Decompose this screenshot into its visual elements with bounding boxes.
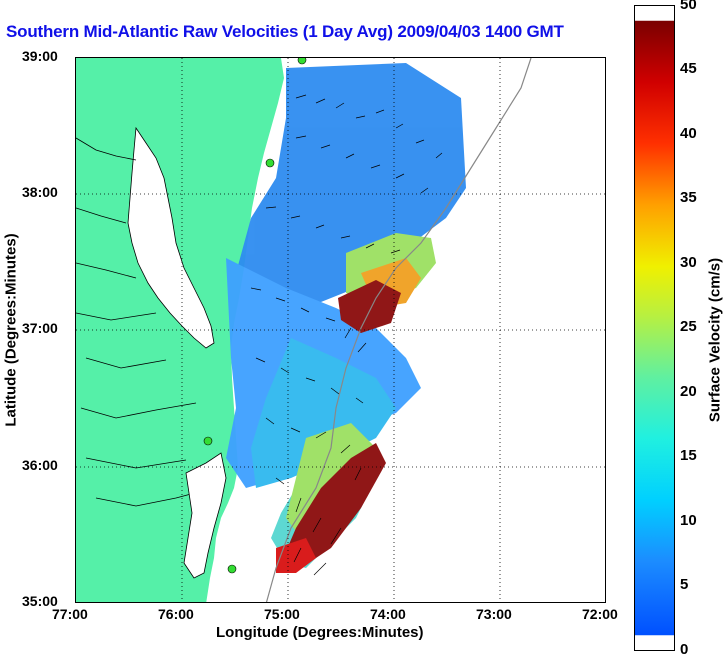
river-1 xyxy=(76,137,207,507)
station-marker xyxy=(265,158,275,168)
colorbar-label: Surface Velocity (cm/s) xyxy=(706,257,724,423)
y-tick-label: 38:00 xyxy=(22,184,58,200)
x-tick-label: 73:00 xyxy=(476,606,512,622)
colorbar-tick: 20 xyxy=(680,383,697,400)
colorbar-tick: 50 xyxy=(680,0,697,13)
x-tick-label: 77:00 xyxy=(52,606,88,622)
x-axis-label: Longitude (Degrees:Minutes) xyxy=(216,624,424,641)
map-title: Southern Mid-Atlantic Raw Velocities (1 … xyxy=(6,22,564,41)
colorbar-tick: 5 xyxy=(680,576,689,593)
pamlico-sound xyxy=(183,452,227,579)
colorbar-tick: 35 xyxy=(680,189,697,206)
bathymetry-contour xyxy=(265,58,532,602)
velocity-vectors xyxy=(250,94,443,576)
velocity-field xyxy=(226,63,466,573)
y-axis-label: Latitude (Degrees:Minutes) xyxy=(2,233,20,427)
colorbar-tick: 10 xyxy=(680,512,697,529)
grid-lines xyxy=(76,58,605,602)
x-tick-label: 72:00 xyxy=(582,606,618,622)
y-tick-label: 36:00 xyxy=(22,457,58,473)
map-svg xyxy=(76,58,605,602)
x-tick-label: 74:00 xyxy=(370,606,406,622)
colorbar-tick: 40 xyxy=(680,125,697,142)
colorbar-gradient xyxy=(635,20,674,636)
radar-stations xyxy=(203,58,307,574)
x-tick-label: 75:00 xyxy=(264,606,300,622)
x-tick-label: 76:00 xyxy=(158,606,194,622)
colorbar xyxy=(634,5,675,651)
colorbar-tick: 25 xyxy=(680,318,697,335)
map-plot-area[interactable] xyxy=(75,57,606,603)
y-tick-label: 39:00 xyxy=(22,48,58,64)
station-marker xyxy=(203,436,213,446)
station-marker xyxy=(297,58,307,65)
station-marker xyxy=(227,564,237,574)
colorbar-tick: 45 xyxy=(680,60,697,77)
colorbar-tick: 15 xyxy=(680,447,697,464)
y-tick-label: 37:00 xyxy=(22,320,58,336)
colorbar-tick: 30 xyxy=(680,254,697,271)
colorbar-tick: 0 xyxy=(680,641,689,658)
y-tick-label: 35:00 xyxy=(22,593,58,609)
chesapeake-bay xyxy=(127,126,215,349)
